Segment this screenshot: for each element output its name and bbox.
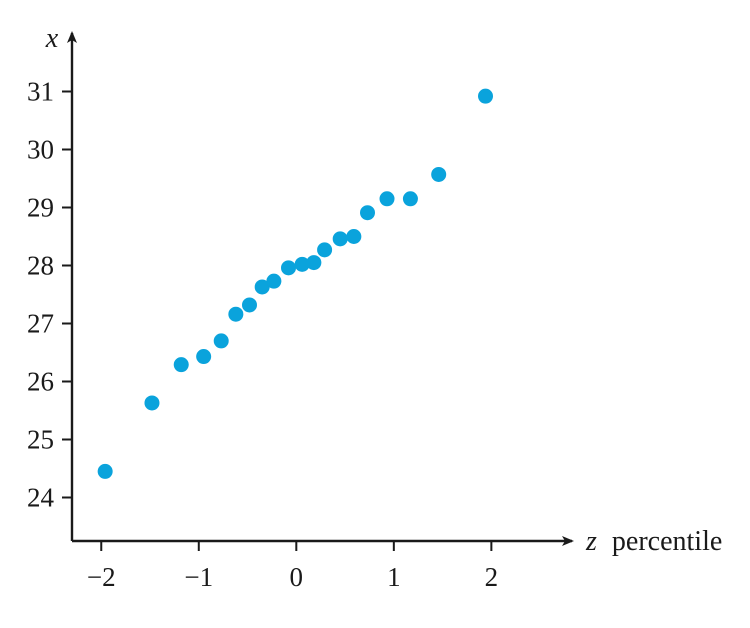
data-point-19 xyxy=(431,166,447,182)
x-tick-label-3: 1 xyxy=(387,562,401,592)
x-axis-title-variable: z xyxy=(585,526,597,557)
data-point-14 xyxy=(332,231,348,247)
data-point-17 xyxy=(379,191,395,207)
axes xyxy=(67,31,574,546)
data-point-6 xyxy=(228,306,244,322)
data-point-13 xyxy=(317,242,333,258)
x-tick-label-2: 0 xyxy=(290,562,304,592)
data-point-16 xyxy=(360,205,376,221)
data-point-3 xyxy=(173,357,189,373)
data-point-9 xyxy=(266,273,282,289)
y-tick-label-27: 27 xyxy=(27,309,54,339)
data-point-5 xyxy=(213,333,229,349)
data-point-7 xyxy=(241,297,257,313)
y-tick-label-24: 24 xyxy=(27,483,55,513)
y-tick-label-31: 31 xyxy=(27,77,54,107)
y-tick-label-28: 28 xyxy=(27,251,54,281)
y-tick-label-26: 26 xyxy=(27,367,54,397)
data-point-15 xyxy=(346,229,362,244)
data-point-4 xyxy=(196,349,212,365)
y-tick-label-29: 29 xyxy=(27,193,54,223)
y-axis-title: x xyxy=(45,23,59,54)
data-point-8 xyxy=(254,279,270,295)
data-point-2 xyxy=(144,395,160,411)
x-tick-label-1: −1 xyxy=(184,562,213,592)
data-point-18 xyxy=(402,191,418,207)
y-tick-label-25: 25 xyxy=(27,425,54,455)
x-tick-label-4: 2 xyxy=(485,562,499,592)
x-tick-label-0: −2 xyxy=(87,562,116,592)
data-point-12 xyxy=(306,255,322,271)
y-axis-ticks: 24 25 26 27 28 29 30 31 xyxy=(27,77,72,513)
data-points xyxy=(97,88,494,479)
data-point-10 xyxy=(281,260,297,276)
x-axis-title: z percentile xyxy=(585,526,722,557)
data-point-11 xyxy=(294,256,310,272)
data-point-20 xyxy=(478,88,494,104)
x-axis-title-text: percentile xyxy=(612,526,722,557)
y-tick-label-30: 30 xyxy=(27,135,54,165)
data-point-1 xyxy=(97,463,113,479)
x-axis-ticks: −2 −1 0 1 2 xyxy=(87,541,498,592)
